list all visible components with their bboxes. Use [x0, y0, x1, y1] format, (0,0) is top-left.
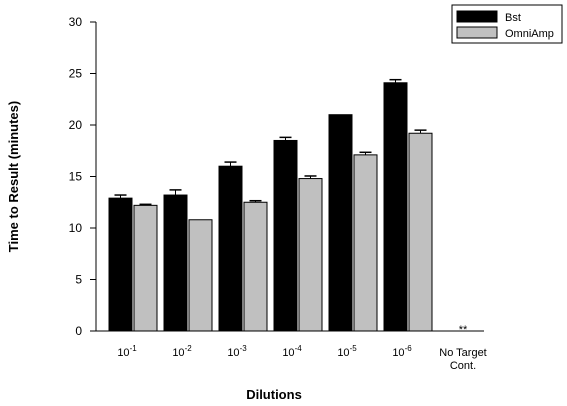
- bar-bst-1: [163, 194, 188, 332]
- y-tick-label: 5: [75, 273, 82, 287]
- bar-omniamp-5: [408, 132, 433, 332]
- y-tick-label: 0: [75, 324, 82, 338]
- bar-bst-4: [328, 114, 353, 332]
- bar-bst-2: [218, 165, 243, 332]
- y-tick-label: 30: [69, 15, 83, 29]
- bar-omniamp-4: [353, 154, 378, 332]
- x-tick-label: No Target: [439, 347, 487, 359]
- x-tick-label: 10-3: [227, 344, 247, 359]
- x-tick-label: Cont.: [450, 360, 476, 372]
- bar-omniamp-1: [188, 219, 213, 332]
- legend-label-bst: Bst: [505, 12, 521, 24]
- bar-bst-5: [383, 82, 408, 332]
- bar-bst-3: [273, 139, 298, 332]
- bar-omniamp-2: [243, 201, 268, 332]
- y-tick-label: 20: [69, 118, 83, 132]
- y-tick-label: 15: [69, 170, 83, 184]
- legend-swatch-omniamp: [456, 26, 498, 39]
- y-tick-label: 10: [69, 221, 83, 235]
- bar-bst-0: [108, 197, 133, 332]
- bar-omniamp-3: [298, 178, 323, 332]
- y-tick-label: 25: [69, 67, 83, 81]
- x-tick-label: 10-5: [337, 344, 357, 359]
- x-tick-label: 10-6: [392, 344, 412, 359]
- annotation-marker: **: [459, 324, 468, 336]
- x-tick-label: 10-1: [117, 344, 137, 359]
- legend-swatch-bst: [456, 10, 498, 23]
- bar-omniamp-0: [133, 204, 158, 332]
- x-tick-label: 10-2: [172, 344, 192, 359]
- y-axis-title: Time to Result (minutes): [6, 101, 21, 252]
- x-axis-title: Dilutions: [246, 387, 302, 402]
- x-tick-label: 10-4: [282, 344, 302, 359]
- legend-label-omniamp: OmniAmp: [505, 28, 554, 40]
